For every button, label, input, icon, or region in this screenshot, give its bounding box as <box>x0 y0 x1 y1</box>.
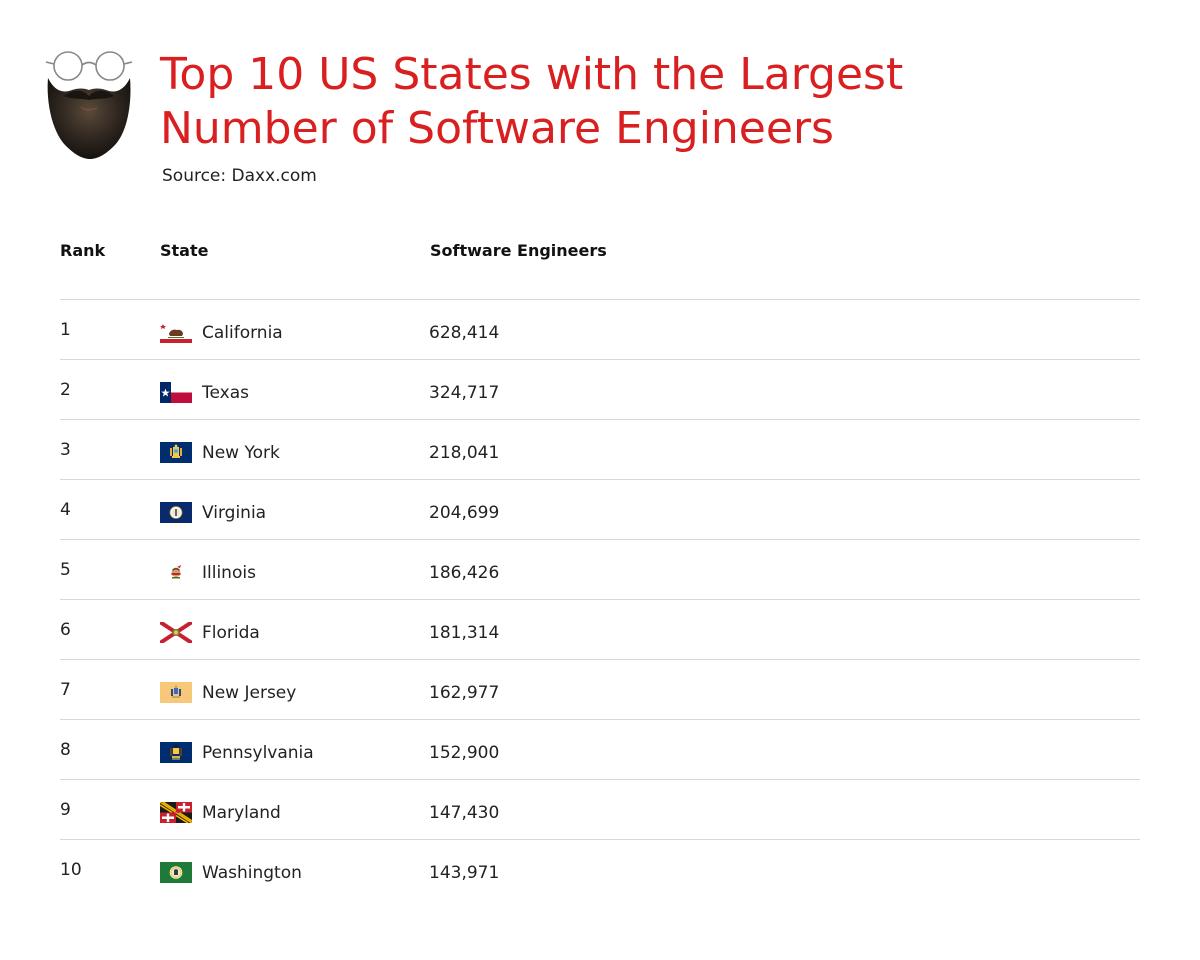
title-line-1: Top 10 US States with the Largest <box>160 49 904 100</box>
column-header-rank: Rank <box>60 241 106 260</box>
rank-cell: 4 <box>60 500 71 520</box>
illinois-flag-icon <box>160 562 192 583</box>
rank-cell: 8 <box>60 740 71 760</box>
software-engineers-cell: 324,717 <box>429 383 500 403</box>
table-row: 4 Virginia 204,699 <box>60 479 1140 539</box>
rank-cell: 3 <box>60 440 71 460</box>
rank-cell: 5 <box>60 560 71 580</box>
source-note: Source: Daxx.com <box>162 166 317 186</box>
software-engineers-cell: 143,971 <box>429 863 500 883</box>
state-cell: Pennsylvania <box>202 743 314 763</box>
software-engineers-cell: 204,699 <box>429 503 500 523</box>
column-header-state: State <box>160 241 209 260</box>
table-body: 1 California 628,414 2 Texas 324,717 3 New York… <box>60 299 1140 899</box>
state-cell: New Jersey <box>202 683 297 703</box>
software-engineers-cell: 218,041 <box>429 443 500 463</box>
rank-cell: 7 <box>60 680 71 700</box>
chart-title: Top 10 US States with the Largest Number… <box>160 48 1060 156</box>
table-row: 8 Pennsylvania 152,900 <box>60 719 1140 779</box>
table-row: 1 California 628,414 <box>60 299 1140 359</box>
table-row: 6 Florida 181,314 <box>60 599 1140 659</box>
pennsylvania-flag-icon <box>160 742 192 763</box>
state-cell: Texas <box>202 383 249 403</box>
state-cell: Maryland <box>202 803 281 823</box>
software-engineers-cell: 152,900 <box>429 743 500 763</box>
rank-cell: 9 <box>60 800 71 820</box>
texas-flag-icon <box>160 382 192 403</box>
state-cell: California <box>202 323 283 343</box>
rank-cell: 10 <box>60 860 82 880</box>
table-row: 3 New York 218,041 <box>60 419 1140 479</box>
title-line-2: Number of Software Engineers <box>160 103 834 154</box>
software-engineers-cell: 186,426 <box>429 563 500 583</box>
new-york-flag-icon <box>160 442 192 463</box>
rank-cell: 2 <box>60 380 71 400</box>
table-row: 7 New Jersey 162,977 <box>60 659 1140 719</box>
bearded-face-with-glasses-icon <box>45 51 133 159</box>
software-engineers-cell: 162,977 <box>429 683 500 703</box>
california-flag-icon <box>160 322 192 343</box>
state-cell: Virginia <box>202 503 267 523</box>
state-cell: Florida <box>202 623 260 643</box>
florida-flag-icon <box>160 622 192 643</box>
column-header-software-engineers: Software Engineers <box>430 241 607 260</box>
virginia-flag-icon <box>160 502 192 523</box>
table-row: 2 Texas 324,717 <box>60 359 1140 419</box>
washington-flag-icon <box>160 862 192 883</box>
state-cell: Washington <box>202 863 302 883</box>
table-row: 10 Washington 143,971 <box>60 839 1140 899</box>
new-jersey-flag-icon <box>160 682 192 703</box>
software-engineers-cell: 181,314 <box>429 623 500 643</box>
state-cell: Illinois <box>202 563 256 583</box>
state-cell: New York <box>202 443 280 463</box>
maryland-flag-icon <box>160 802 192 823</box>
rank-cell: 6 <box>60 620 71 640</box>
rank-cell: 1 <box>60 320 71 340</box>
software-engineers-cell: 628,414 <box>429 323 500 343</box>
table-row: 5 Illinois 186,426 <box>60 539 1140 599</box>
software-engineers-cell: 147,430 <box>429 803 500 823</box>
table-row: 9 Maryland 147,430 <box>60 779 1140 839</box>
